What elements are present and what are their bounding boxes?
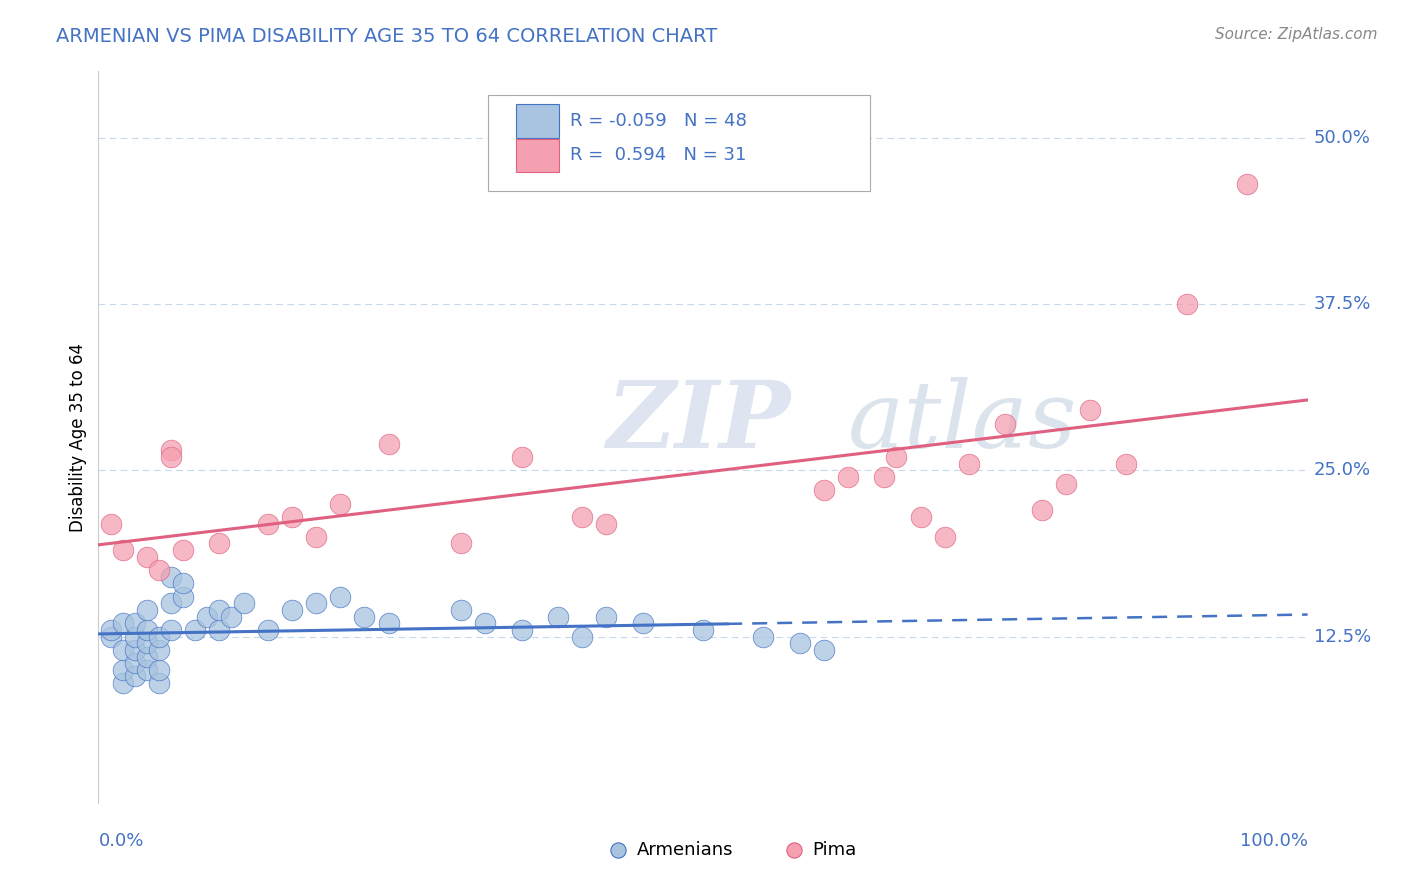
Point	[377, 616, 399, 631]
Text: Pima: Pima	[811, 841, 856, 859]
Point	[547, 609, 569, 624]
Text: R = -0.059   N = 48: R = -0.059 N = 48	[569, 112, 747, 130]
Point	[1031, 503, 1053, 517]
Point	[172, 590, 194, 604]
Point	[329, 590, 352, 604]
Point	[910, 509, 932, 524]
Point	[353, 609, 375, 624]
FancyBboxPatch shape	[488, 95, 870, 191]
Point	[256, 516, 278, 531]
Text: ARMENIAN VS PIMA DISABILITY AGE 35 TO 64 CORRELATION CHART: ARMENIAN VS PIMA DISABILITY AGE 35 TO 64…	[56, 27, 717, 45]
Point	[474, 616, 496, 631]
Point	[111, 643, 134, 657]
Point	[111, 663, 134, 677]
Point	[195, 609, 218, 624]
Point	[100, 630, 122, 644]
Point	[148, 663, 170, 677]
Point	[1236, 178, 1258, 192]
Point	[160, 596, 183, 610]
Text: Source: ZipAtlas.com: Source: ZipAtlas.com	[1215, 27, 1378, 42]
Point	[135, 636, 157, 650]
Point	[135, 549, 157, 564]
Point	[595, 609, 617, 624]
Point	[692, 623, 714, 637]
Point	[813, 483, 835, 498]
Point	[208, 603, 231, 617]
Point	[232, 596, 254, 610]
Point	[1078, 403, 1101, 417]
Point	[111, 616, 134, 631]
Point	[281, 603, 304, 617]
Point	[172, 543, 194, 558]
Point	[510, 623, 533, 637]
Point	[124, 669, 146, 683]
Point	[208, 623, 231, 637]
Point	[813, 643, 835, 657]
Text: 37.5%: 37.5%	[1313, 295, 1371, 313]
FancyBboxPatch shape	[516, 138, 560, 172]
Point	[160, 450, 183, 464]
Point	[100, 623, 122, 637]
Point	[1175, 297, 1198, 311]
Point	[135, 649, 157, 664]
Point	[837, 470, 859, 484]
Point	[329, 497, 352, 511]
Point	[595, 516, 617, 531]
Point	[172, 576, 194, 591]
Point	[450, 603, 472, 617]
Text: 100.0%: 100.0%	[1240, 832, 1308, 850]
Point	[148, 630, 170, 644]
Point	[160, 623, 183, 637]
Point	[208, 536, 231, 550]
Point	[571, 509, 593, 524]
Point	[994, 417, 1017, 431]
Point	[1054, 476, 1077, 491]
Point	[607, 882, 630, 892]
Text: ZIP: ZIP	[606, 377, 790, 467]
Text: atlas: atlas	[848, 377, 1077, 467]
Text: 50.0%: 50.0%	[1313, 128, 1371, 147]
Point	[135, 663, 157, 677]
Point	[160, 570, 183, 584]
Point	[100, 516, 122, 531]
Y-axis label: Disability Age 35 to 64: Disability Age 35 to 64	[69, 343, 87, 532]
Point	[752, 630, 775, 644]
Point	[135, 603, 157, 617]
Text: Armenians: Armenians	[637, 841, 733, 859]
Point	[957, 457, 980, 471]
Point	[305, 596, 328, 610]
Point	[135, 623, 157, 637]
Point	[631, 616, 654, 631]
Point	[450, 536, 472, 550]
Point	[782, 882, 804, 892]
Point	[934, 530, 956, 544]
Point	[111, 543, 134, 558]
Point	[510, 450, 533, 464]
Point	[873, 470, 896, 484]
Point	[571, 630, 593, 644]
Point	[148, 563, 170, 577]
Text: 25.0%: 25.0%	[1313, 461, 1371, 479]
Point	[160, 443, 183, 458]
Text: 0.0%: 0.0%	[98, 832, 143, 850]
Point	[789, 636, 811, 650]
Point	[124, 643, 146, 657]
Point	[1115, 457, 1137, 471]
Point	[124, 616, 146, 631]
Point	[124, 656, 146, 670]
Point	[184, 623, 207, 637]
Point	[221, 609, 243, 624]
Point	[124, 630, 146, 644]
Point	[886, 450, 908, 464]
FancyBboxPatch shape	[516, 104, 560, 138]
Point	[256, 623, 278, 637]
Point	[377, 436, 399, 450]
Point	[305, 530, 328, 544]
Point	[111, 676, 134, 690]
Text: 12.5%: 12.5%	[1313, 628, 1371, 646]
Point	[148, 676, 170, 690]
Point	[281, 509, 304, 524]
Text: R =  0.594   N = 31: R = 0.594 N = 31	[569, 146, 747, 164]
Point	[148, 643, 170, 657]
